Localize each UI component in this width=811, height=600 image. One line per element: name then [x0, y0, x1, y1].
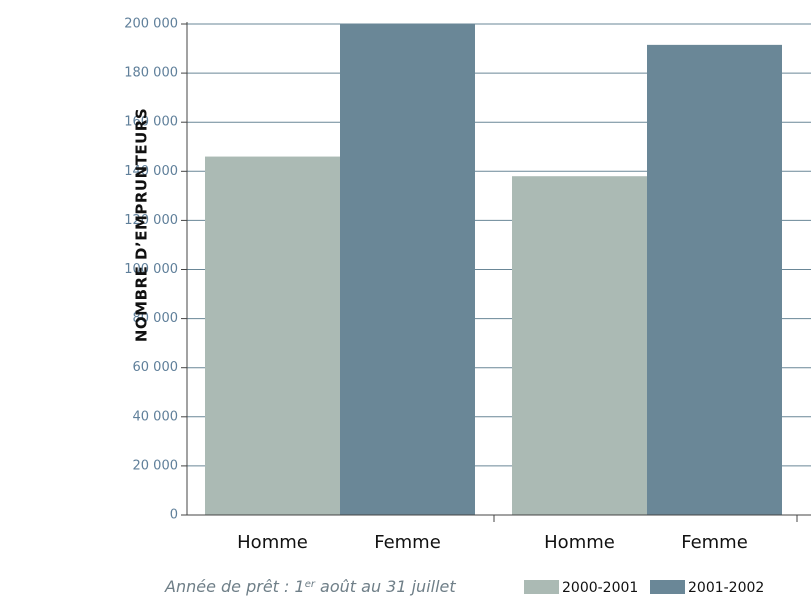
bars: [205, 24, 782, 516]
y-tick-label: 120 000: [124, 213, 178, 228]
legend: 2000-2001 2001-2002: [524, 580, 764, 596]
bar: [512, 176, 647, 515]
y-tick-label: 0: [170, 508, 178, 523]
y-tick-label: 100 000: [124, 262, 178, 277]
legend-label: 2000-2001: [562, 580, 638, 596]
footer-note-superscript: er: [305, 579, 316, 590]
legend-swatch: [650, 580, 685, 594]
y-axis-label: NOMBRE D’EMPRUNTEURS: [133, 108, 151, 342]
footer-note: Année de prêt : 1er août au 31 juillet: [164, 577, 456, 596]
bar: [340, 24, 475, 515]
y-tick-label: 160 000: [124, 115, 178, 130]
y-tick-label: 200 000: [124, 17, 178, 32]
x-tick-label: Femme: [681, 532, 748, 553]
x-axis: Homme Femme Homme Femme: [187, 514, 811, 553]
y-tick-label: 20 000: [133, 458, 179, 473]
footer-note-start: Année de prêt : 1: [164, 577, 305, 596]
x-tick-label: Homme: [237, 532, 308, 553]
y-tick-label: 60 000: [133, 360, 179, 375]
y-tick-label: 80 000: [133, 311, 179, 326]
legend-label: 2001-2002: [688, 580, 764, 596]
x-tick-label: Homme: [544, 532, 615, 553]
y-tick-label: 140 000: [124, 164, 178, 179]
bar: [205, 156, 340, 515]
footer-note-end: août au 31 juillet: [315, 577, 456, 596]
y-tick-label: 180 000: [124, 66, 178, 81]
bar: [647, 44, 782, 516]
y-axis: 0 20 000 40 000 60 000 80 000 100 000 120 000 1…: [124, 17, 188, 523]
legend-swatch: [524, 580, 559, 594]
y-tick-label: 40 000: [133, 409, 179, 424]
x-tick-label: Femme: [374, 532, 441, 553]
